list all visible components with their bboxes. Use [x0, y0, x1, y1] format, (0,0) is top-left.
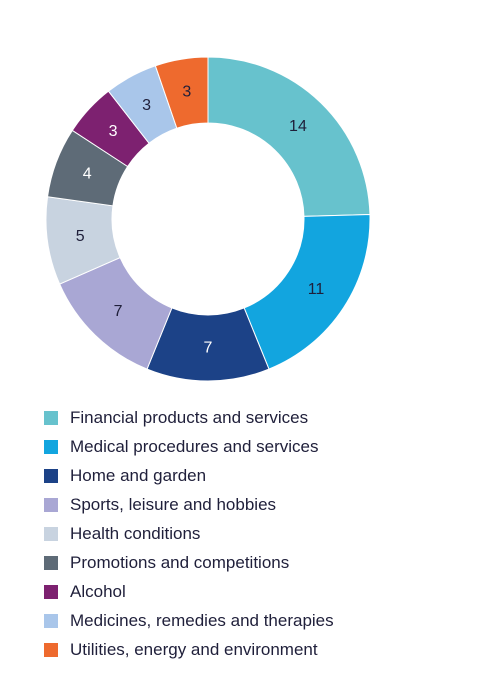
legend-label: Medical procedures and services [70, 436, 319, 456]
legend-swatch [44, 584, 58, 599]
legend-label: Sports, leisure and hobbies [70, 494, 277, 514]
legend-swatch [44, 526, 58, 541]
legend-swatch [44, 410, 58, 425]
legend-swatch [44, 439, 58, 454]
data-label-8: 3 [142, 97, 151, 114]
legend-item-6: Promotions and competitions [44, 548, 334, 577]
data-label-1: 14 [289, 118, 307, 135]
legend-label: Health conditions [70, 523, 201, 543]
data-label-3: 7 [204, 340, 213, 357]
legend-label: Promotions and competitions [70, 552, 290, 572]
legend-item-9: Utilities, energy and environment [44, 635, 334, 664]
legend-label: Home and garden [70, 465, 207, 485]
legend-swatch [44, 497, 58, 512]
legend-item-3: Home and garden [44, 461, 334, 490]
legend-swatch [44, 468, 58, 483]
data-label-4: 7 [114, 303, 123, 320]
legend-label: Utilities, energy and environment [70, 639, 318, 659]
legend-item-1: Financial products and services [44, 403, 334, 432]
legend-item-4: Sports, leisure and hobbies [44, 490, 334, 519]
legend-label: Financial products and services [70, 407, 309, 427]
legend-label: Alcohol [70, 581, 126, 601]
legend-item-8: Medicines, remedies and therapies [44, 606, 334, 635]
legend-label: Medicines, remedies and therapies [70, 610, 334, 630]
legend-item-7: Alcohol [44, 577, 334, 606]
data-label-2: 11 [308, 281, 325, 298]
legend-swatch [44, 642, 58, 657]
donut-slice-1 [207, 56, 371, 217]
legend-swatch [44, 613, 58, 628]
data-label-7: 3 [109, 123, 118, 140]
data-label-6: 4 [83, 165, 92, 182]
legend-swatch [44, 555, 58, 570]
donut-slice-9 [154, 56, 209, 129]
donut-chart: 14 11 7 7 5 4 3 3 3 [45, 56, 371, 382]
legend-item-2: Medical procedures and services [44, 432, 334, 461]
legend-item-5: Health conditions [44, 519, 334, 548]
donut-svg: 14 11 7 7 5 4 3 3 3 [45, 56, 371, 382]
legend: Financial products and services Medical p… [44, 403, 334, 664]
data-label-9: 3 [182, 83, 191, 100]
data-label-5: 5 [76, 228, 85, 245]
